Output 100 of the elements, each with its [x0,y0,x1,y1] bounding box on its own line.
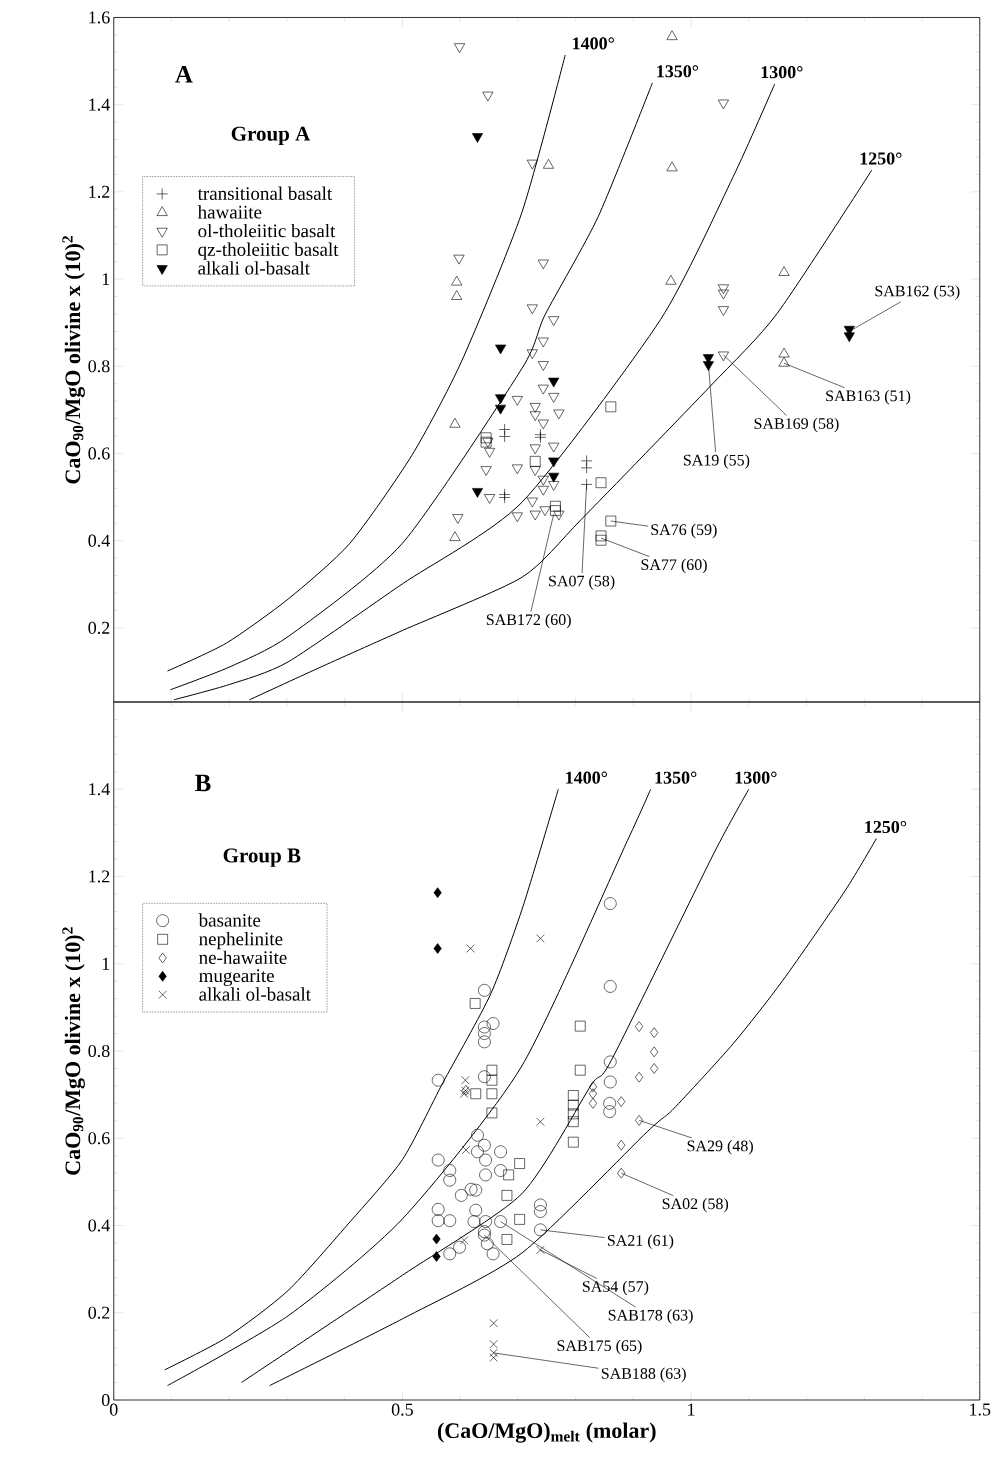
point [511,512,523,523]
annotation: SAB175 (65) [557,1339,642,1355]
point [489,1339,498,1349]
point [548,481,560,491]
point [498,430,511,443]
point [461,1145,471,1155]
series-label: 1350° [655,771,697,784]
legend-label: mugearite [199,969,274,986]
point [537,384,549,395]
x-axis-title: (CaO/MgO)$_{melt}$ (molar) [437,1422,656,1443]
point [548,316,560,326]
point [595,530,607,542]
y-tick-label: 0.2 [88,1306,110,1319]
point [537,419,549,430]
y-tick-label: 0.2 [88,621,110,634]
y-tick-label: 1 [102,957,110,970]
point [617,1139,626,1151]
point [489,1353,498,1362]
point [617,1167,626,1179]
point [433,887,442,898]
point [484,494,496,504]
point [482,91,494,102]
point [466,944,475,953]
point [479,1215,492,1228]
point [603,980,617,993]
point [650,1046,659,1058]
point [479,1168,492,1182]
annotation: SAB162 (53) [875,285,960,300]
point [469,998,481,1009]
y-tick-label: 0 [101,1393,110,1407]
point [452,514,464,524]
point [526,304,538,315]
point [478,1070,491,1084]
point [486,1247,500,1261]
point [495,394,507,404]
annotation: SAB178 (63) [608,1309,693,1324]
y-tick-label: 1.2 [89,870,110,883]
annotation: SA02 (58) [662,1197,729,1213]
legend-label: transitional basalt [197,186,333,200]
point [503,1169,514,1181]
point [467,1215,481,1228]
y-tick-label: 1.4 [89,783,110,796]
annotation: SAB163 (51) [826,389,911,405]
point [478,1225,491,1238]
point [635,1021,644,1032]
point [650,1063,659,1074]
point [537,361,549,371]
point [480,466,492,476]
annotation: SAB169 (58) [754,417,839,433]
point [461,1076,470,1085]
point [478,1035,491,1049]
point [717,284,729,295]
point [478,1228,491,1242]
point [489,1319,498,1328]
point [568,1136,579,1148]
point [548,457,560,468]
point [537,259,549,270]
point [548,393,560,403]
y-tick-label: 1.6 [89,11,110,24]
annotation: SA19 (55) [683,454,750,469]
annotation: SA07 (58) [549,575,615,590]
point [443,1214,457,1227]
y-tick-label: 0.8 [88,360,110,373]
y-tick-label: 0.8 [88,1044,110,1058]
annotation: SA76 (59) [651,523,717,539]
legend-label: alkali ol-basalt [199,987,311,1001]
series-label: 1250° [865,820,907,834]
point [529,403,541,413]
point [455,1189,468,1202]
point [526,349,538,360]
point [514,1158,525,1169]
point [529,411,541,421]
point [536,1117,545,1126]
point [603,1105,616,1118]
point [471,1128,484,1142]
series-label: 1350° [657,65,699,78]
x-tick-label: 0.5 [391,1403,413,1416]
y-tick-label: 0.6 [88,447,110,460]
series-label: 1400° [573,37,614,50]
y-tick-label: 0.6 [88,1132,110,1145]
annotation: SA77 (60) [641,558,707,574]
point [717,306,729,316]
point [478,1020,491,1034]
series-label: 1400° [566,771,608,784]
point [431,1153,445,1167]
point [534,1223,547,1237]
series-label: 1300° [761,66,803,79]
y-tick-label: 0.4 [88,534,110,547]
point [717,289,729,300]
point [537,485,549,496]
point [432,1251,441,1262]
point [494,1164,507,1177]
point [454,43,466,53]
point [548,472,560,483]
point [471,1145,484,1159]
point [495,404,507,415]
point [470,1088,482,1100]
point [568,1090,579,1101]
point [433,943,442,954]
point [568,1099,579,1111]
